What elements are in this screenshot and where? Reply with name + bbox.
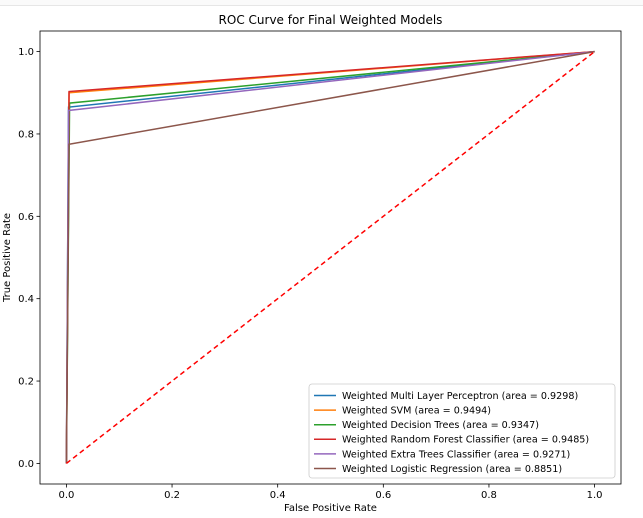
- x-tick-label: 1.0: [587, 490, 603, 501]
- y-axis-ticks: 0.0 0.2 0.4 0.6 0.8 1.0: [18, 47, 40, 470]
- x-axis-ticks: 0.0 0.2 0.4 0.6 0.8 1.0: [58, 484, 603, 501]
- x-tick-label: 0.0: [58, 490, 74, 501]
- legend-entry-label: Weighted SVM (area = 0.9494): [342, 406, 491, 417]
- legend: Weighted Multi Layer Perceptron (area = …: [308, 383, 616, 479]
- x-tick-label: 0.8: [481, 490, 497, 501]
- legend-box: [308, 383, 616, 479]
- legend-entry-label: Weighted Multi Layer Perceptron (area = …: [342, 391, 578, 402]
- y-tick-label: 0.2: [18, 377, 34, 388]
- x-tick-label: 0.6: [375, 490, 391, 501]
- y-tick-label: 0.6: [18, 212, 34, 223]
- y-tick-label: 0.8: [18, 129, 34, 140]
- legend-entry-label: Weighted Extra Trees Classifier (area = …: [342, 449, 570, 460]
- x-axis-label: False Positive Rate: [284, 503, 377, 514]
- plot-area: [39, 30, 622, 485]
- series-lines: [65, 50, 596, 465]
- top-divider: [0, 0, 643, 6]
- y-tick-label: 0.4: [18, 294, 34, 305]
- y-axis-label: True Positive Rate: [2, 213, 13, 303]
- y-tick-label: 0.0: [18, 459, 34, 470]
- chart-title: ROC Curve for Final Weighted Models: [219, 13, 443, 27]
- legend-entry-label: Weighted Logistic Regression (area = 0.8…: [342, 464, 562, 475]
- diagonal-reference-line: [65, 50, 596, 465]
- x-tick-label: 0.2: [164, 490, 180, 501]
- y-tick-label: 1.0: [18, 47, 34, 58]
- x-tick-label: 0.4: [270, 490, 286, 501]
- roc-line-series-6: [65, 50, 595, 464]
- legend-entry-label: Weighted Decision Trees (area = 0.9347): [342, 420, 539, 431]
- legend-entry-label: Weighted Random Forest Classifier (area …: [342, 435, 589, 446]
